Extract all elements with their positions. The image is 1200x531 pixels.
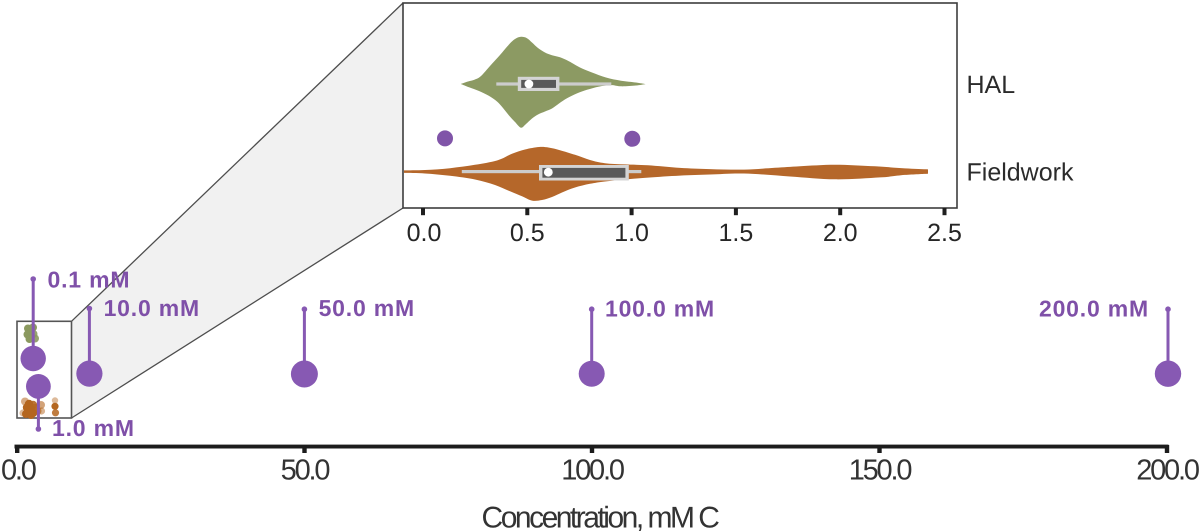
svg-text:100.0: 100.0 xyxy=(561,455,624,487)
svg-text:0.0: 0.0 xyxy=(1,455,36,487)
svg-text:50.0 mM: 50.0 mM xyxy=(319,295,415,321)
svg-text:10.0 mM: 10.0 mM xyxy=(104,295,200,321)
svg-text:0.0: 0.0 xyxy=(407,219,442,247)
svg-text:0.5: 0.5 xyxy=(510,219,545,247)
svg-text:2.0: 2.0 xyxy=(823,219,858,247)
svg-text:Fieldwork: Fieldwork xyxy=(967,159,1074,187)
svg-text:200.0 mM: 200.0 mM xyxy=(1039,295,1149,321)
svg-text:2.5: 2.5 xyxy=(927,219,962,247)
svg-text:1.0: 1.0 xyxy=(614,219,649,247)
svg-text:HAL: HAL xyxy=(967,71,1016,99)
svg-text:150.0: 150.0 xyxy=(849,455,912,487)
svg-text:Concentration, mM C: Concentration, mM C xyxy=(482,502,720,531)
svg-text:1.5: 1.5 xyxy=(719,219,754,247)
svg-text:0.1 mM: 0.1 mM xyxy=(48,267,131,293)
svg-text:100.0 mM: 100.0 mM xyxy=(605,295,715,321)
svg-text:50.0: 50.0 xyxy=(281,455,330,487)
svg-text:1.0 mM: 1.0 mM xyxy=(52,415,135,441)
svg-text:200.0: 200.0 xyxy=(1136,455,1199,487)
